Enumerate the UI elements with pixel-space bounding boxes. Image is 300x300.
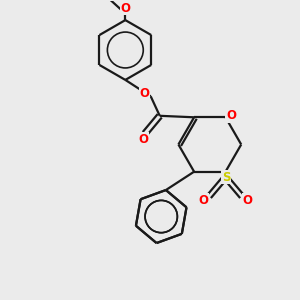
Text: O: O [199,194,209,207]
Text: O: O [139,88,149,100]
Text: O: O [226,109,236,122]
Text: S: S [222,171,230,184]
Text: O: O [120,2,130,15]
Text: O: O [242,194,252,207]
Text: O: O [138,133,148,146]
